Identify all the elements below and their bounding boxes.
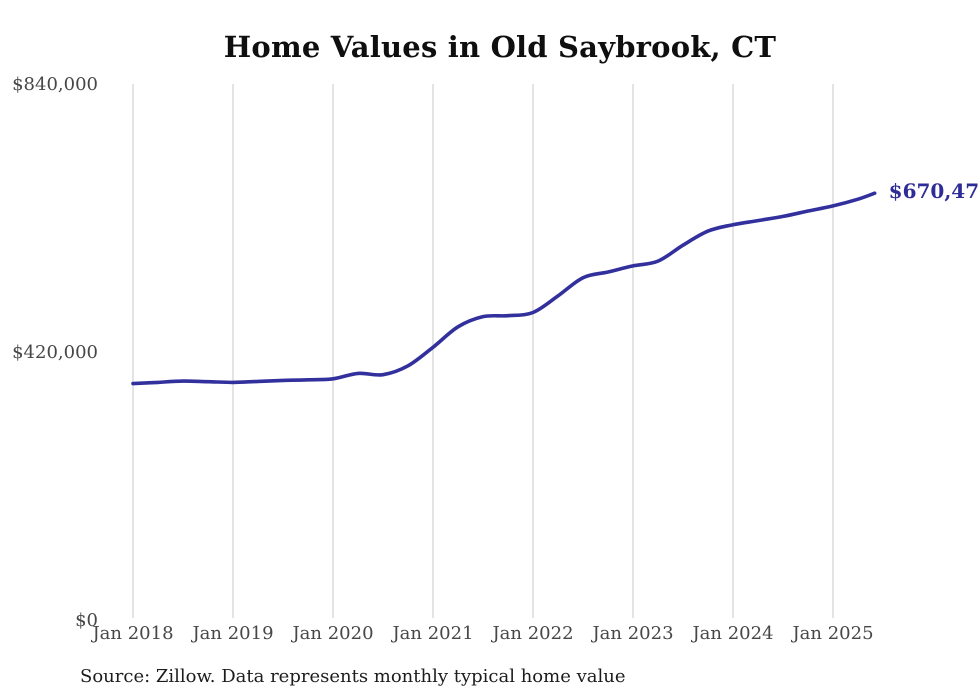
- end-value-label: $670,472: [888, 179, 980, 204]
- y-axis-label-840000: $840,000: [12, 74, 98, 95]
- x-axis-label-2019: Jan 2019: [192, 623, 274, 644]
- x-axis-label-2023: Jan 2023: [592, 623, 674, 644]
- y-axis-label-420000: $420,000: [12, 342, 98, 363]
- x-axis-label-2021: Jan 2021: [392, 623, 474, 644]
- gridlines: [132, 84, 834, 618]
- x-axis-label-2018: Jan 2018: [92, 623, 174, 644]
- x-axis-label-2024: Jan 2024: [692, 623, 774, 644]
- source-note: Source: Zillow. Data represents monthly …: [80, 666, 626, 687]
- x-axis-label-2022: Jan 2022: [492, 623, 574, 644]
- home-value-line: [131, 191, 877, 386]
- x-axis-label-2025: Jan 2025: [792, 623, 874, 644]
- y-axis-label-0: $0: [75, 610, 98, 631]
- chart-title: Home Values in Old Saybrook, CT: [223, 30, 777, 64]
- x-axis-label-2020: Jan 2020: [292, 623, 374, 644]
